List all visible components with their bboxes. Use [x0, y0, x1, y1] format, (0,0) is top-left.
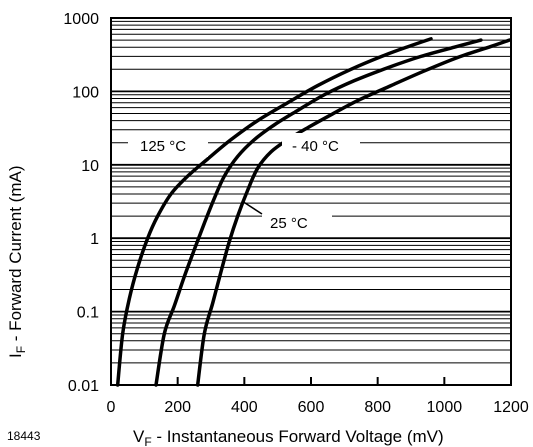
y-tick-label: 1: [90, 231, 99, 248]
series-label-background: [262, 210, 332, 234]
x-axis-label-prefix: V: [133, 427, 145, 446]
x-axis-label: VF - Instantaneous Forward Voltage (mV): [133, 427, 444, 447]
y-tick-label: 1000: [63, 11, 99, 28]
x-tick-label: 0: [107, 399, 116, 416]
series-line-125-c: [115, 37, 433, 387]
series-label: 25 °C: [270, 215, 308, 232]
annotations: 125 °C 25 °C - 40 °C: [128, 133, 360, 234]
y-tick-labels: 0.01 0.1 1 10 100 1000: [63, 11, 99, 395]
x-axis-label-rest: - Instantaneous Forward Voltage (mV): [152, 427, 444, 446]
x-tick-label: 1200: [493, 399, 529, 416]
series-label-background: [128, 133, 208, 157]
figure-id: 18443: [7, 429, 41, 443]
series-label-background: [282, 133, 360, 157]
plot-frame: [110, 17, 512, 386]
x-tick-label: 600: [298, 399, 325, 416]
y-tick-label: 0.1: [77, 305, 99, 322]
series-label: 125 °C: [140, 138, 186, 155]
x-axis-label-subscript: F: [144, 435, 151, 447]
y-tick-label: 100: [72, 84, 99, 101]
x-tick-label: 200: [164, 399, 191, 416]
x-tick-labels: 0 200 400 600 800 1000 1200: [107, 399, 529, 416]
y-axis-label: IF - Forward Current (mA): [6, 166, 28, 359]
y-tick-label: 0.01: [68, 378, 99, 395]
series-line-25-c: [154, 38, 483, 387]
y-tick-label: 10: [81, 158, 99, 175]
x-tick-label: 800: [364, 399, 391, 416]
series-lines: [115, 37, 512, 387]
x-tick-label: 400: [231, 399, 258, 416]
plot-border: [110, 17, 512, 386]
y-axis-label-rest: - Forward Current (mA): [6, 166, 25, 346]
y-axis-label-prefix: I: [6, 353, 25, 358]
x-tick-label: 1000: [427, 399, 463, 416]
grid: [111, 17, 511, 386]
series-label: - 40 °C: [292, 138, 339, 155]
series-label-leader-line: [241, 200, 263, 215]
y-axis-label-subscript: F: [14, 346, 28, 353]
series-line-40-c: [195, 38, 512, 387]
